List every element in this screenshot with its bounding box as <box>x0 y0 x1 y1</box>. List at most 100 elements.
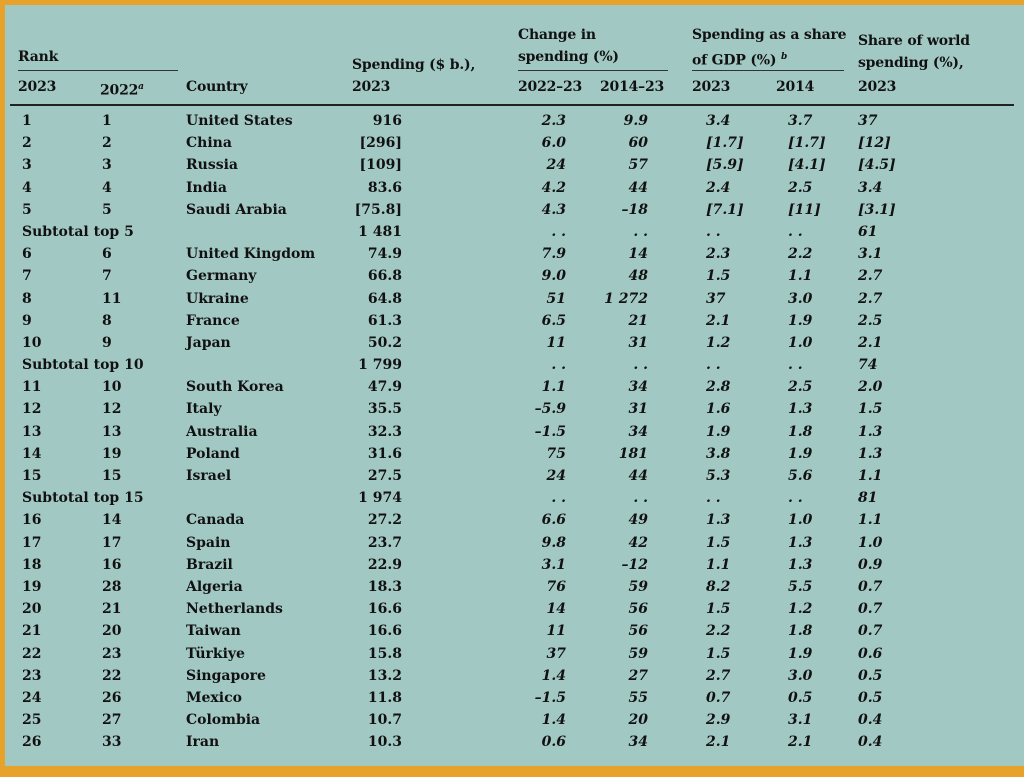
country-cell: France <box>186 312 240 329</box>
change-underline <box>518 70 668 71</box>
change-2022-23-cell: . . <box>551 490 566 507</box>
gdp-underline <box>692 70 844 71</box>
world-share-cell: 1.0 <box>858 534 883 551</box>
table-row: 3 3 Russia [109] 24 57 [5.9] [4.1] [4.5] <box>10 154 1014 176</box>
country-cell: Italy <box>186 401 222 418</box>
country-cell: United Kingdom <box>186 246 316 263</box>
rank-header: Rank <box>18 49 59 65</box>
rank-2023-cell: 4 <box>22 179 32 196</box>
change-2022-23-cell: 75 <box>546 445 566 462</box>
spending-cell: 22.9 <box>367 556 402 573</box>
gdp-header-label: of GDP (%) <box>692 52 777 69</box>
change-2022-23-cell: 1.1 <box>541 379 566 396</box>
country-cell: Spain <box>186 534 231 551</box>
gdp-2023-cell: 3.4 <box>706 113 731 129</box>
change-2022-23-cell: 24 <box>546 468 566 484</box>
table-row: 20 21 Netherlands 16.6 14 56 1.5 1.2 0.7 <box>10 598 1014 620</box>
rank-2022-cell: 17 <box>102 534 122 551</box>
country-cell: Saudi Arabia <box>186 201 287 218</box>
change-2022-23-cell: –1.5 <box>534 689 566 706</box>
change-2022-23-cell: 7.9 <box>541 246 566 263</box>
table-row: 11 10 South Korea 47.9 1.1 34 2.8 2.5 2.0 <box>10 376 1014 398</box>
world-share-cell: 2.0 <box>858 379 883 396</box>
gdp-col1-header: 2023 <box>692 79 731 95</box>
change-2022-23-cell: . . <box>551 357 566 374</box>
gdp-2014-cell: . . <box>788 223 803 240</box>
gdp-2023-cell: 2.1 <box>706 312 731 329</box>
rank-2022-cell: 11 <box>102 290 122 307</box>
world-share-cell: 1.1 <box>858 512 883 529</box>
change-2022-23-cell: 11 <box>546 334 566 351</box>
spending-cell: 10.3 <box>367 734 402 751</box>
change-2022-23-cell: 14 <box>546 601 566 618</box>
change-header-line2: spending (%) <box>518 49 619 65</box>
table-row: 23 22 Singapore 13.2 1.4 27 2.7 3.0 0.5 <box>10 665 1014 687</box>
country-cell: Canada <box>186 512 245 529</box>
world-share-cell: 0.4 <box>858 734 883 751</box>
gdp-2014-cell: 1.0 <box>788 512 813 529</box>
gdp-2014-cell: 1.8 <box>788 623 813 640</box>
change-2022-23-cell: 2.3 <box>541 113 566 129</box>
spending-cell: [75.8] <box>354 201 402 218</box>
rank-2023-cell: 21 <box>22 623 42 640</box>
rank-2023-cell: 18 <box>22 556 42 573</box>
table-row: 4 4 India 83.6 4.2 44 2.4 2.5 3.4 <box>10 177 1014 199</box>
change-2014-23-cell: 49 <box>628 512 648 529</box>
world-share-cell: [12] <box>858 135 891 152</box>
spending-cell: 64.8 <box>367 290 402 307</box>
rank-2023-cell: 5 <box>22 201 32 218</box>
change-2014-23-cell: 44 <box>628 468 648 484</box>
spending-cell: 32.3 <box>367 423 402 440</box>
gdp-2023-cell: . . <box>706 490 721 507</box>
rank-2022-cell: 7 <box>102 268 112 285</box>
subtotal-row: Subtotal top 10 1 799 . . . . . . . . 74 <box>10 354 1014 376</box>
rank-2022-cell: 23 <box>102 645 122 662</box>
table-row: 19 28 Algeria 18.3 76 59 8.2 5.5 0.7 <box>10 576 1014 598</box>
gdp-2014-cell: 3.7 <box>788 113 813 129</box>
country-cell: Türkiye <box>186 645 245 662</box>
rank-2022-cell: 4 <box>102 179 112 196</box>
gdp-2023-cell: 2.3 <box>706 246 731 263</box>
gdp-2023-cell: 5.3 <box>706 468 731 484</box>
gdp-2023-cell: 2.2 <box>706 623 731 640</box>
rank-2023-cell: 19 <box>22 578 42 595</box>
change-2022-23-cell: 1.4 <box>541 667 566 684</box>
rank-2023-cell: 7 <box>22 268 32 285</box>
subtotal-row: Subtotal top 5 1 481 . . . . . . . . 61 <box>10 221 1014 243</box>
change-2014-23-cell: 44 <box>628 179 648 196</box>
gdp-2014-cell: 3.0 <box>788 290 813 307</box>
top-border <box>0 0 1024 5</box>
world-share-cell: 1.1 <box>858 468 883 484</box>
change-col2-header: 2014–23 <box>600 79 665 95</box>
gdp-2023-cell: 1.9 <box>706 423 731 440</box>
spending-cell: 27.2 <box>367 512 402 529</box>
rank-2023-cell: 20 <box>22 601 42 618</box>
change-2014-23-cell: 181 <box>618 445 648 462</box>
change-2014-23-cell: 59 <box>628 578 648 595</box>
country-cell: China <box>186 135 232 152</box>
gdp-header-line2: of GDP (%) b <box>692 48 787 70</box>
gdp-2023-cell: 1.3 <box>706 512 731 529</box>
rank-2022-header: 2022a <box>100 78 144 100</box>
world-share-cell: 0.9 <box>858 556 883 573</box>
table-row: 13 13 Australia 32.3 –1.5 34 1.9 1.8 1.3 <box>10 421 1014 443</box>
rank-2023-cell: 23 <box>22 667 42 684</box>
change-2014-23-cell: 34 <box>628 379 648 396</box>
table-row: 17 17 Spain 23.7 9.8 42 1.5 1.3 1.0 <box>10 532 1014 554</box>
world-share-cell: 74 <box>858 357 878 374</box>
spending-cell: 11.8 <box>367 689 402 706</box>
rank-2023-cell: 24 <box>22 689 42 706</box>
change-2022-23-cell: 76 <box>546 578 566 595</box>
spending-cell: 16.6 <box>367 623 402 640</box>
world-share-cell: 0.7 <box>858 601 883 618</box>
rank-2023-cell: 11 <box>22 379 42 396</box>
gdp-2023-cell: 2.8 <box>706 379 731 396</box>
gdp-2023-cell: 1.5 <box>706 534 731 551</box>
world-share-cell: 3.1 <box>858 246 883 263</box>
gdp-2014-cell: 0.5 <box>788 689 813 706</box>
spending-cell: 916 <box>372 113 402 129</box>
country-cell: Germany <box>186 268 257 285</box>
change-2014-23-cell: 56 <box>628 623 648 640</box>
gdp-2023-cell: [7.1] <box>706 201 744 218</box>
table-row: 18 16 Brazil 22.9 3.1 –12 1.1 1.3 0.9 <box>10 554 1014 576</box>
